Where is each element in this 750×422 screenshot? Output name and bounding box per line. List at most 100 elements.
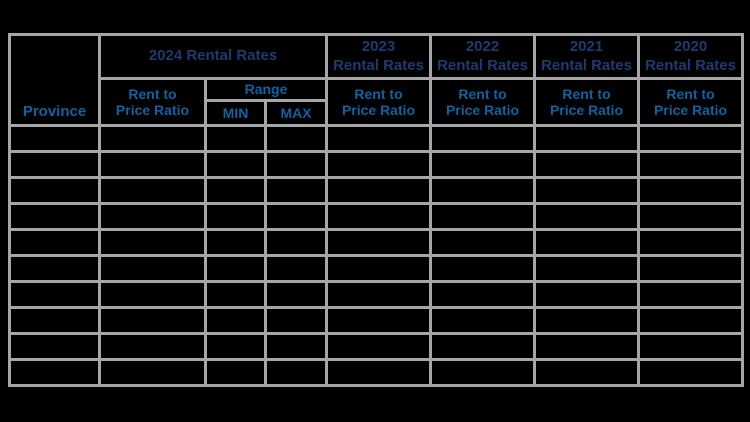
table-cell <box>263 306 329 335</box>
table-cell <box>263 254 329 283</box>
table-cell <box>429 124 537 153</box>
table-cell <box>8 202 101 231</box>
table-cell <box>325 358 433 387</box>
table-cell <box>8 332 101 361</box>
header-2021-rental-rates: 2021 Rental Rates <box>533 33 641 80</box>
table-cell <box>325 202 433 231</box>
table-cell <box>8 124 101 153</box>
table-cell <box>263 280 329 309</box>
table-cell <box>325 150 433 179</box>
table-row <box>8 124 745 153</box>
table-cell <box>98 228 207 257</box>
table-cell <box>429 150 537 179</box>
header-range: Range <box>203 77 329 102</box>
table-header: Province 2024 Rental Rates 2023 Rental R… <box>8 33 745 127</box>
table-cell <box>429 254 537 283</box>
table-cell <box>204 150 267 179</box>
table-cell <box>637 228 745 257</box>
table-cell <box>204 358 267 387</box>
table-cell <box>637 358 745 387</box>
table-cell <box>8 150 101 179</box>
table-cell <box>263 358 329 387</box>
table-row <box>8 202 745 231</box>
table-cell <box>263 228 329 257</box>
table-cell <box>263 332 329 361</box>
header-row-minmax: MIN MAX <box>10 99 743 127</box>
table-cell <box>429 306 537 335</box>
table-cell <box>204 176 267 205</box>
header-2020-rental-rates: 2020 Rental Rates <box>637 33 745 80</box>
table-cell <box>637 150 745 179</box>
table-cell <box>98 150 207 179</box>
table-cell <box>429 176 537 205</box>
header-rent-to-price-ratio-2022: Rent to Price Ratio <box>429 77 537 127</box>
table-row <box>8 332 745 361</box>
table-cell <box>429 280 537 309</box>
table-row <box>8 228 745 257</box>
header-province: Province <box>8 33 101 127</box>
table-cell <box>98 254 207 283</box>
table-cell <box>429 228 537 257</box>
table-cell <box>429 202 537 231</box>
table-cell <box>204 332 267 361</box>
rental-rates-table: Province 2024 Rental Rates 2023 Rental R… <box>8 33 745 387</box>
header-2022-rental-rates: 2022 Rental Rates <box>429 33 537 80</box>
table-cell <box>325 280 433 309</box>
table-cell <box>533 332 641 361</box>
table-cell <box>263 124 329 153</box>
table-row <box>8 358 745 387</box>
table-cell <box>637 124 745 153</box>
table-cell <box>637 306 745 335</box>
table-cell <box>533 358 641 387</box>
table-cell <box>8 254 101 283</box>
table-cell <box>533 254 641 283</box>
table-cell <box>263 202 329 231</box>
table-cell <box>263 150 329 179</box>
table-cell <box>204 228 267 257</box>
table-cell <box>533 228 641 257</box>
header-min: MIN <box>204 99 267 127</box>
table-cell <box>98 124 207 153</box>
table-cell <box>325 332 433 361</box>
table-cell <box>325 228 433 257</box>
table-row <box>8 254 745 283</box>
table-cell <box>637 202 745 231</box>
header-rent-to-price-ratio-2021: Rent to Price Ratio <box>533 77 641 127</box>
header-row-years: Province 2024 Rental Rates 2023 Rental R… <box>8 33 745 127</box>
table-cell <box>8 228 101 257</box>
table-cell <box>98 332 207 361</box>
table-cell <box>533 176 641 205</box>
header-row-range: Rent to Price Ratio Range Rent to Price … <box>10 77 745 127</box>
table-cell <box>8 176 101 205</box>
table-cell <box>533 124 641 153</box>
header-rent-to-price-ratio-2020: Rent to Price Ratio <box>637 77 745 127</box>
table-cell <box>637 176 745 205</box>
table-cell <box>325 306 433 335</box>
table-cell <box>98 176 207 205</box>
table-cell <box>204 280 267 309</box>
table-cell <box>429 332 537 361</box>
header-2023-rental-rates: 2023 Rental Rates <box>325 33 433 80</box>
table-cell <box>204 202 267 231</box>
table-cell <box>533 202 641 231</box>
table-cell <box>533 280 641 309</box>
table-cell <box>325 254 433 283</box>
table-cell <box>637 280 745 309</box>
table-cell <box>637 332 745 361</box>
table-cell <box>8 358 101 387</box>
table-row <box>8 280 745 309</box>
table-cell <box>533 306 641 335</box>
table-cell <box>325 124 433 153</box>
table-cell <box>8 280 101 309</box>
table-body <box>8 124 745 387</box>
header-2024-rental-rates: 2024 Rental Rates <box>97 33 329 80</box>
table-cell <box>429 358 537 387</box>
table-row <box>8 150 745 179</box>
table-cell <box>98 358 207 387</box>
header-rent-to-price-ratio-2024: Rent to Price Ratio <box>98 77 207 127</box>
table-cell <box>637 254 745 283</box>
table-cell <box>325 176 433 205</box>
table-cell <box>98 306 207 335</box>
header-rent-to-price-ratio-2023: Rent to Price Ratio <box>325 77 433 127</box>
